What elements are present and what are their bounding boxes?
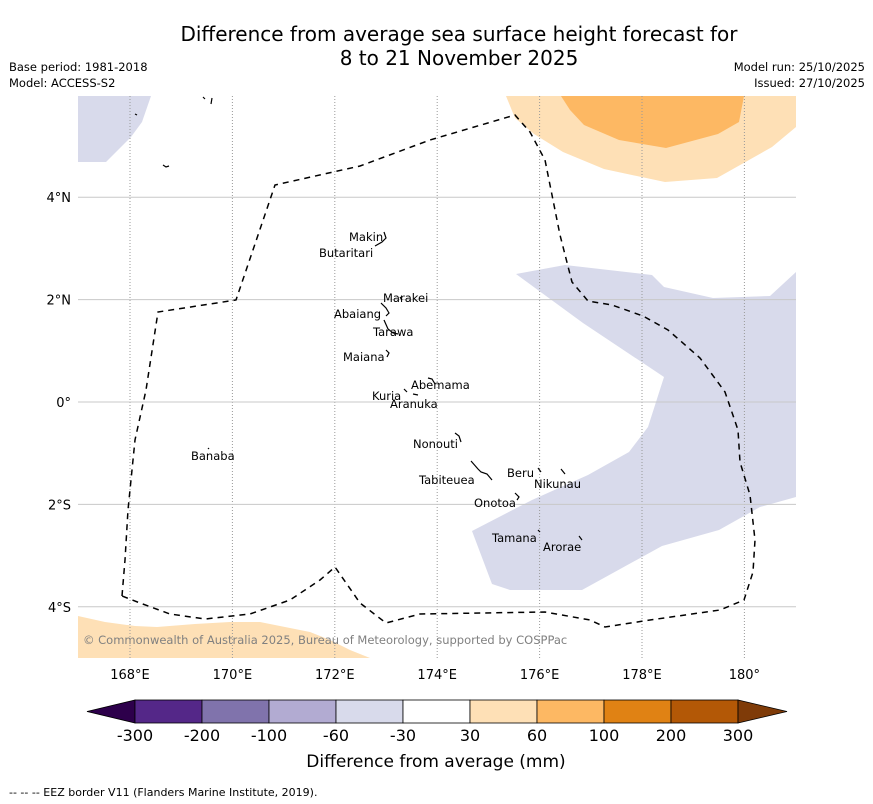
- anomaly-region-negative-east: [472, 265, 796, 590]
- colorbar-tick-label: 30: [460, 726, 480, 745]
- colorbar-extend-low: [86, 699, 136, 724]
- island-nw-2: [202, 96, 213, 105]
- colorbar-tick-label: 300: [723, 726, 754, 745]
- gridlines: [78, 96, 796, 658]
- lat-tick-label: 2°N: [47, 294, 72, 309]
- colorbar-tick-label: 200: [656, 726, 687, 745]
- eez-legend-note: -- -- -- EEZ border V11 (Flanders Marine…: [9, 786, 318, 799]
- lon-tick-label: 172°E: [315, 668, 355, 683]
- island-nw-1: [134, 113, 138, 116]
- island-nonouti: [454, 432, 462, 443]
- chart-title: Difference from average sea surface heig…: [0, 22, 873, 70]
- copyright-notice: © Commonwealth of Australia 2025, Bureau…: [83, 633, 567, 647]
- place-label-nonouti: Nonouti: [413, 437, 458, 451]
- place-label-tabiteuea: Tabiteuea: [418, 473, 475, 487]
- colorbar-segment: [670, 699, 739, 724]
- lon-tick-label: 180°: [729, 668, 760, 683]
- colorbar-segment: [536, 699, 605, 724]
- colorbar-tick-label: -100: [251, 726, 287, 745]
- place-label-butaritari: Butaritari: [319, 246, 373, 260]
- model-name: Model: ACCESS-S2: [9, 76, 116, 90]
- lon-tick-label: 170°E: [213, 668, 253, 683]
- title-line-2: 8 to 21 November 2025: [339, 46, 579, 70]
- model-run: Model run: 25/10/2025: [733, 60, 865, 74]
- anomaly-region-negative-nw: [78, 96, 151, 162]
- colorbar-title: Difference from average (mm): [306, 752, 565, 772]
- anomaly-region-positive-60-100-north: [561, 96, 744, 148]
- island-makin: [374, 231, 387, 247]
- colorbar-segment: [469, 699, 538, 724]
- place-label-abaiang: Abaiang: [334, 307, 381, 321]
- lon-tick-label: 174°E: [417, 668, 457, 683]
- colorbar-tick-label: 60: [527, 726, 547, 745]
- island-beru: [537, 467, 542, 473]
- colorbar-tick-label: -300: [117, 726, 153, 745]
- colorbar-segment: [402, 699, 471, 724]
- place-label-kuria: Kuria: [372, 389, 401, 403]
- island-banaba: [207, 447, 210, 450]
- place-label-maiana: Maiana: [343, 350, 385, 364]
- title-line-1: Difference from average sea surface heig…: [180, 22, 738, 46]
- colorbar-segment: [335, 699, 404, 724]
- colorbar: -300 -200 -100 -60 -30 30 60 100 200 300: [86, 699, 788, 745]
- colorbar-tick-label: -60: [323, 726, 349, 745]
- lon-tick-label: 176°E: [520, 668, 560, 683]
- lon-tick-label: 168°E: [110, 668, 150, 683]
- lat-tick-label: 0°: [56, 396, 71, 411]
- place-label-tamana: Tamana: [491, 531, 537, 545]
- colorbar-segment: [134, 699, 203, 724]
- place-label-tarawa: Tarawa: [372, 325, 413, 339]
- place-label-arorae: Arorae: [543, 540, 581, 554]
- island-nikunau: [560, 468, 566, 475]
- run-info: Model run: 25/10/2025 Issued: 27/10/2025: [734, 59, 865, 91]
- island-nw-3: [162, 164, 170, 168]
- island-arorae: [578, 535, 583, 541]
- place-label-makin: Makin: [349, 230, 383, 244]
- lat-tick-label: 4°S: [48, 601, 71, 616]
- island-marakei: [399, 296, 403, 301]
- eez-border: [121, 114, 756, 628]
- place-label-abemama: Abemama: [411, 378, 470, 392]
- island-abemama: [427, 377, 436, 385]
- island-abaiang: [380, 302, 390, 317]
- place-label-onotoa: Onotoa: [474, 496, 516, 510]
- colorbar-tick-label: -30: [390, 726, 416, 745]
- island-maiana: [385, 349, 390, 358]
- place-label-beru: Beru: [507, 466, 534, 480]
- lat-tick-label: 2°S: [48, 498, 71, 513]
- lon-tick-label: 178°E: [622, 668, 662, 683]
- colorbar-segment: [603, 699, 672, 724]
- island-tarawa: [383, 319, 399, 335]
- island-kuria: [403, 388, 408, 393]
- island-outlines: [134, 96, 583, 541]
- model-info: Base period: 1981-2018 Model: ACCESS-S2: [9, 59, 148, 91]
- base-period: Base period: 1981-2018: [9, 60, 148, 74]
- island-tabiteuea: [470, 460, 493, 481]
- island-onotoa: [514, 492, 520, 501]
- issued-date: Issued: 27/10/2025: [754, 76, 865, 90]
- colorbar-segment: [268, 699, 337, 724]
- island-aranuka: [412, 393, 419, 396]
- place-label-nikunau: Nikunau: [534, 477, 581, 491]
- place-label-banaba: Banaba: [191, 449, 235, 463]
- island-tamana: [537, 529, 541, 533]
- colorbar-tick-label: 100: [589, 726, 620, 745]
- colorbar-tick-label: -200: [184, 726, 220, 745]
- place-label-aranuka: Aranuka: [390, 397, 438, 411]
- colorbar-segment: [201, 699, 270, 724]
- anomaly-region-positive-30-60-south: [78, 616, 370, 658]
- lat-tick-label: 4°N: [47, 191, 72, 206]
- colorbar-extend-high: [737, 699, 788, 724]
- place-label-marakei: Marakei: [383, 291, 428, 305]
